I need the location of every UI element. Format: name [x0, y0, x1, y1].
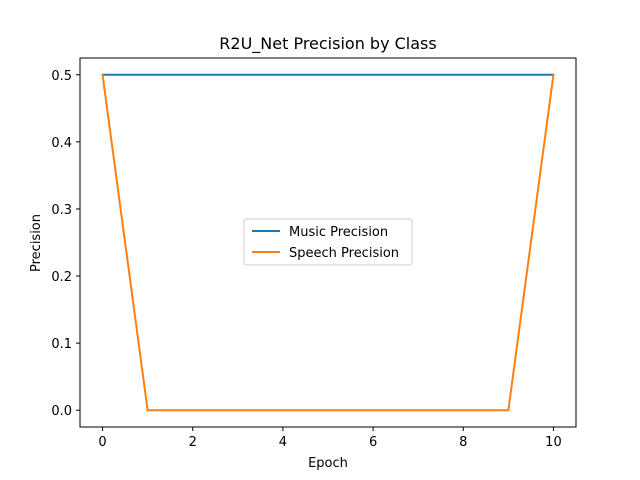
chart-title: R2U_Net Precision by Class: [219, 34, 436, 54]
x-tick-label: 10: [545, 435, 562, 450]
x-tick-label: 4: [279, 435, 287, 450]
series-layer: [101, 73, 555, 412]
y-tick-label: 0.4: [51, 136, 72, 151]
y-tick-label: 0.2: [51, 270, 72, 285]
legend-label: Music Precision: [289, 225, 388, 240]
y-tick-label: 0.0: [51, 404, 72, 419]
x-tick-label: 6: [369, 435, 377, 450]
plot-frame: [79, 57, 577, 428]
y-axis-title: Precision: [29, 214, 44, 272]
y-tick-label: 0.1: [51, 337, 72, 352]
axes-layer: 0 2 4 6 8 10 0.0 0.1 0.2 0.3 0.4 0.5: [51, 57, 577, 450]
legend-box: [243, 218, 413, 266]
x-tick-label: 2: [189, 435, 197, 450]
y-tick-label: 0.5: [51, 69, 72, 84]
x-tick-label: 0: [98, 435, 106, 450]
y-tick-label: 0.3: [51, 203, 72, 218]
series-line-2: [101, 73, 555, 412]
x-axis-title: Epoch: [308, 456, 348, 471]
legend: Music Precision Speech Precision: [243, 218, 413, 266]
x-tick-label: 8: [459, 435, 467, 450]
legend-label: Speech Precision: [289, 246, 399, 261]
